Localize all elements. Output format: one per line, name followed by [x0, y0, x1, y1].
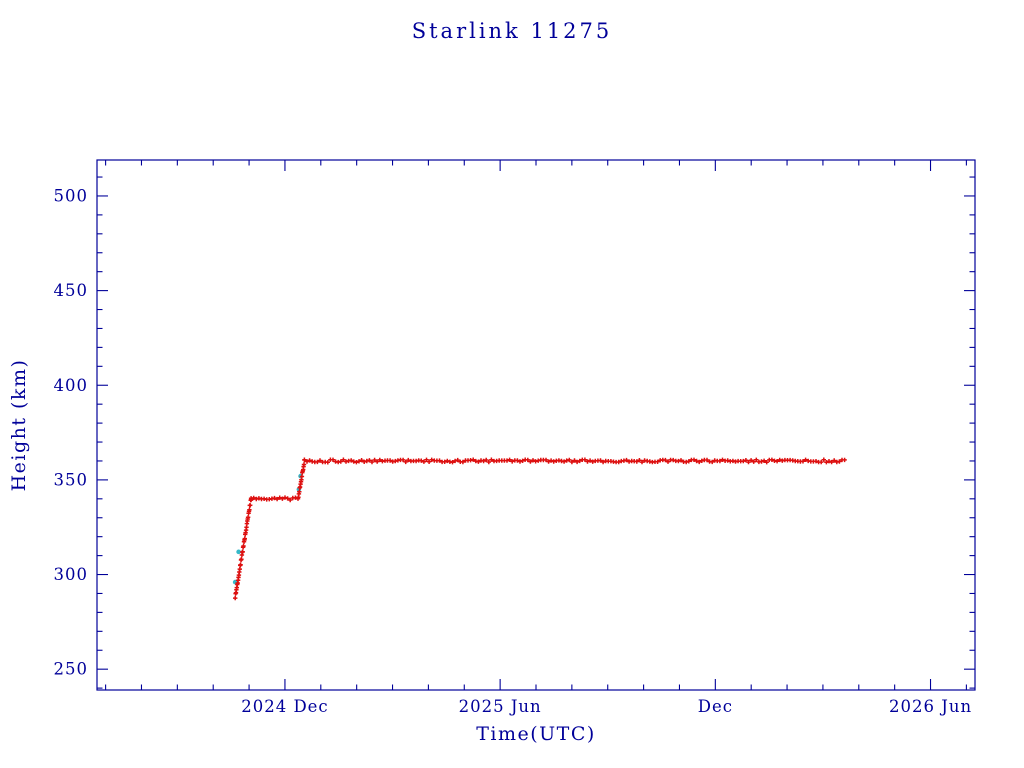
y-tick-label: 400 — [54, 376, 89, 395]
data-markers-height-km — [233, 457, 847, 601]
x-tick-label: 2026 Jun — [889, 697, 972, 716]
y-axis-label: Height (km) — [8, 359, 30, 492]
data-point-height-secondary-points — [236, 549, 241, 555]
x-tick-label: 2025 Jun — [459, 697, 542, 716]
y-tick-label: 300 — [54, 565, 89, 584]
tick-labels: 250 300 350 400 450 500 2024 Dec 2025 Jun Dec 202… — [54, 186, 972, 716]
chart-title: Starlink 11275 — [412, 19, 613, 43]
axis-ticks — [97, 160, 975, 690]
x-tick-label: Dec — [698, 697, 733, 716]
y-tick-label: 250 — [54, 660, 89, 679]
x-tick-label: 2024 Dec — [241, 697, 328, 716]
plot-frame — [96, 159, 976, 691]
x-axis-label: Time(UTC) — [476, 723, 596, 745]
y-tick-label: 350 — [54, 470, 89, 489]
data-series — [232, 457, 847, 601]
y-tick-label: 450 — [54, 281, 89, 300]
y-tick-label: 500 — [54, 186, 89, 205]
